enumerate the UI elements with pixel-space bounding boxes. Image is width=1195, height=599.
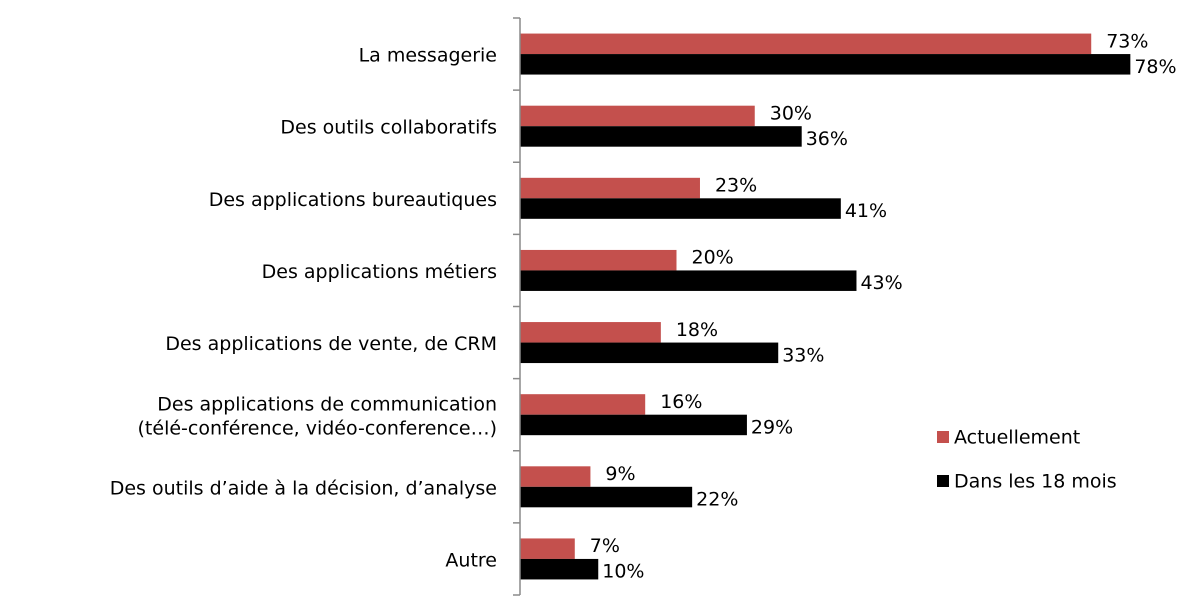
bar (520, 126, 802, 147)
data-label: 20% (692, 247, 734, 269)
y-tick-label: Des applications de communication (télé-c… (138, 393, 497, 439)
bar (520, 198, 841, 219)
data-label: 9% (605, 463, 635, 485)
bar (520, 33, 1092, 55)
y-tick-label: Des applications métiers (262, 261, 497, 283)
y-tick-label: Autre (445, 549, 497, 571)
bar (520, 538, 575, 559)
bar (520, 270, 857, 291)
y-tick-label: Des outils collaboratifs (280, 117, 497, 139)
bar (520, 54, 1131, 75)
data-label: 41% (845, 200, 887, 222)
data-label: 33% (782, 344, 824, 366)
legend-label: Actuellement (954, 427, 1080, 449)
y-tick-label: Des applications bureautiques (209, 189, 497, 211)
data-label: 16% (660, 391, 702, 413)
legend-label: Dans les 18 mois (954, 471, 1117, 493)
bar (520, 414, 747, 436)
bar (520, 177, 700, 199)
bar (520, 105, 755, 127)
bar (520, 394, 646, 415)
y-tick-label: La messagerie (359, 45, 497, 67)
bar (520, 486, 693, 508)
data-label: 10% (602, 561, 644, 583)
bar (520, 342, 779, 364)
legend-swatch (937, 475, 949, 487)
data-label: 29% (751, 416, 793, 438)
bar (520, 466, 591, 487)
bar (520, 558, 599, 580)
data-label: 30% (770, 102, 812, 124)
y-tick-label: Des applications de vente, de CRM (165, 333, 497, 355)
data-label: 23% (715, 175, 757, 197)
data-label: 22% (696, 489, 738, 511)
y-tick-label: Des outils d’aide à la décision, d’analy… (110, 477, 497, 499)
bar (520, 249, 677, 271)
data-label: 7% (590, 535, 620, 557)
data-label: 36% (806, 128, 848, 150)
legend-swatch (937, 431, 949, 443)
data-label: 18% (676, 319, 718, 341)
data-label: 78% (1134, 56, 1176, 78)
data-label: 73% (1106, 30, 1148, 52)
bar (520, 322, 661, 343)
data-label: 43% (860, 272, 902, 294)
